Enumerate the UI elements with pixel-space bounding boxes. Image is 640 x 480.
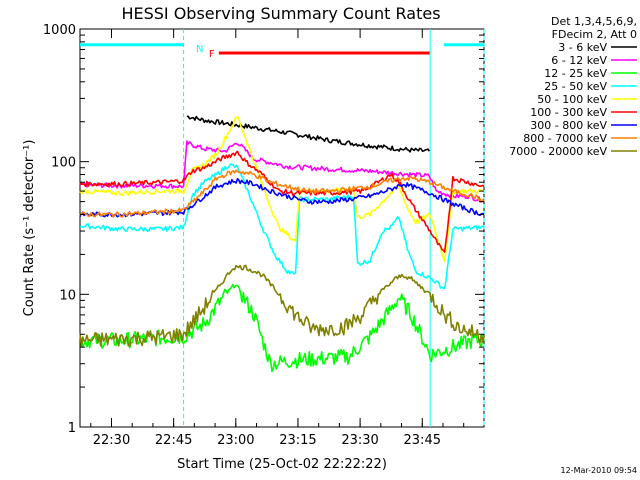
footer-timestamp: 12-Mar-2010 09:54 (561, 466, 638, 475)
legend-label-2: 12 - 25 keV (544, 67, 607, 80)
y-axis-ticks: 1 10 100 1000 (43, 23, 484, 436)
legend-label-0: 3 - 6 keV (558, 41, 607, 54)
series-line-4 (79, 115, 484, 263)
x-tick-label-0: 22:30 (93, 433, 130, 448)
x-axis-ticks: 22:30 22:45 23:00 23:15 23:30 23:45 (90, 29, 465, 448)
y-tick-label-0: 1 (68, 421, 76, 436)
x-tick-label-3: 23:15 (279, 433, 316, 448)
legend: Det 1,3,4,5,6,9,FDecim 2, Att 03 - 6 keV… (509, 15, 637, 158)
y-axis-label: Count Rate (s⁻¹ detector⁻¹) (22, 140, 37, 317)
y-tick-label-1: 10 (59, 288, 76, 303)
legend-label-8: 7000 - 20000 keV (509, 145, 607, 158)
series-lines (79, 115, 485, 373)
legend-label-4: 50 - 100 keV (537, 93, 607, 106)
x-tick-label-4: 23:30 (341, 433, 378, 448)
chart-title: HESSI Observing Summary Count Rates (121, 4, 440, 23)
series-line-1 (79, 140, 485, 203)
annotation-N: N (196, 44, 203, 55)
series-line-0 (186, 115, 430, 153)
legend-header-0: Det 1,3,4,5,6,9, (551, 15, 637, 28)
series-line-2 (79, 283, 485, 373)
x-tick-label-5: 23:45 (404, 433, 441, 448)
observing-bars (80, 43, 484, 55)
series-line-8 (79, 264, 485, 347)
series-line-3 (79, 163, 485, 290)
x-axis-label: Start Time (25-Oct-02 22:22:22) (177, 457, 387, 472)
legend-label-1: 6 - 12 keV (551, 54, 607, 67)
x-tick-label-1: 22:45 (155, 433, 192, 448)
legend-label-7: 800 - 7000 keV (523, 132, 607, 145)
y-tick-label-3: 1000 (43, 23, 76, 38)
series-line-7 (79, 169, 485, 218)
legend-label-5: 100 - 300 keV (530, 106, 607, 119)
legend-header-1: FDecim 2, Att 0 (552, 28, 637, 41)
x-tick-label-2: 23:00 (217, 433, 254, 448)
annotation-F: F (209, 49, 215, 60)
vertical-markers (183, 29, 485, 427)
legend-label-6: 300 - 800 keV (530, 119, 607, 132)
legend-label-3: 25 - 50 keV (544, 80, 607, 93)
series-line-5 (79, 150, 485, 253)
y-tick-label-2: 100 (51, 156, 76, 171)
